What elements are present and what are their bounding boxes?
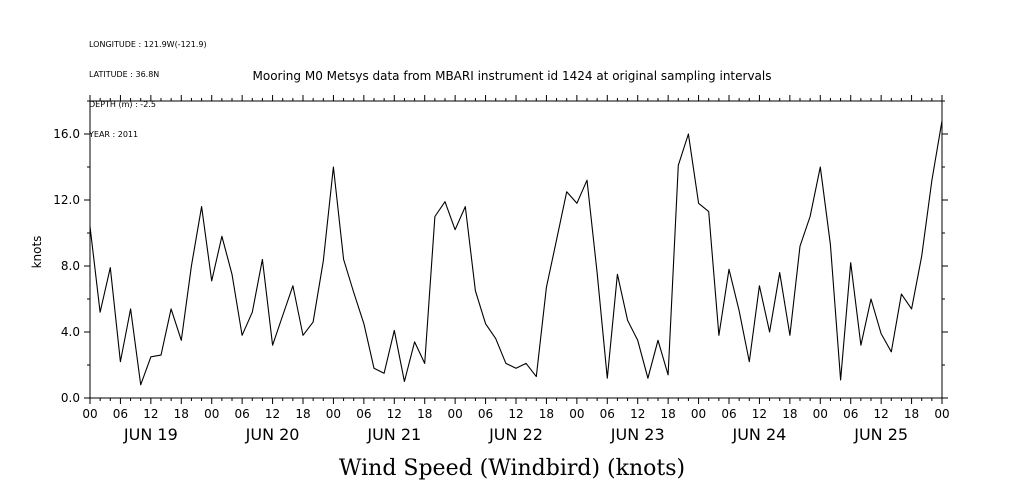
x-hour-label: 12 [387,407,402,421]
x-hour-label: 12 [752,407,767,421]
wind-speed-series-line [89,120,943,386]
longitude-line: LONGITUDE : 121.9W(-121.9) [89,40,207,49]
x-hour-label: 12 [508,407,523,421]
x-hour-label: 18 [417,407,432,421]
y-tick-label: 0.0 [61,391,80,405]
x-hour-label: 00 [204,407,219,421]
x-day-label: JUN 25 [853,425,908,444]
x-hour-label: 06 [843,407,858,421]
y-tick-label: 12.0 [53,193,80,207]
depth-line: DEPTH (m) : -2.5 [89,100,156,109]
x-hour-label: 12 [265,407,280,421]
y-tick-label: 8.0 [61,259,80,273]
x-hour-label: 06 [113,407,128,421]
x-day-label: JUN 21 [366,425,421,444]
plot-border [89,100,943,399]
x-hour-label: 18 [539,407,554,421]
x-hour-label: 00 [82,407,97,421]
x-day-label: JUN 22 [488,425,543,444]
year-line: YEAR : 2011 [89,130,139,139]
chart-title: Mooring M0 Metsys data from MBARI instru… [253,69,772,83]
x-hour-label: 06 [356,407,371,421]
y-tick-label: 4.0 [61,325,80,339]
latitude-line: LATITUDE : 36.8N [89,70,160,79]
x-hour-label: 00 [569,407,584,421]
x-day-label: JUN 24 [732,425,787,444]
x-hour-label: 18 [174,407,189,421]
x-day-label: JUN 23 [610,425,665,444]
x-hour-label: 18 [782,407,797,421]
x-hour-label: 00 [326,407,341,421]
x-hour-label: 00 [448,407,463,421]
x-hour-label: 12 [874,407,889,421]
x-hour-label: 18 [295,407,310,421]
x-hour-label: 06 [235,407,250,421]
series-layer [89,120,943,386]
x-hour-label: 00 [813,407,828,421]
x-hour-label: 12 [143,407,158,421]
x-hour-label: 18 [904,407,919,421]
x-axis: 00 06 12 18 JUN 19 00 06 12 18 JUN 20 00 06 12 18 JUN … [82,95,950,444]
y-axis: 0.0 4.0 8.0 12.0 16.0 [53,100,948,405]
x-hour-label: 06 [721,407,736,421]
x-hour-label: 12 [630,407,645,421]
x-hour-label: 18 [661,407,676,421]
x-hour-label: 06 [600,407,615,421]
x-hour-label: 00 [934,407,949,421]
x-day-label: JUN 20 [245,425,300,444]
x-hour-label: 06 [478,407,493,421]
x-day-label: JUN 19 [123,425,178,444]
plot-frame [89,100,943,399]
y-tick-label: 16.0 [53,127,80,141]
mooring-metadata: LONGITUDE : 121.9W(-121.9) LATITUDE : 36… [89,20,207,150]
chart-caption: Wind Speed (Windbird) (knots) [339,456,685,481]
y-axis-label: knots [30,236,44,269]
x-hour-label: 00 [691,407,706,421]
